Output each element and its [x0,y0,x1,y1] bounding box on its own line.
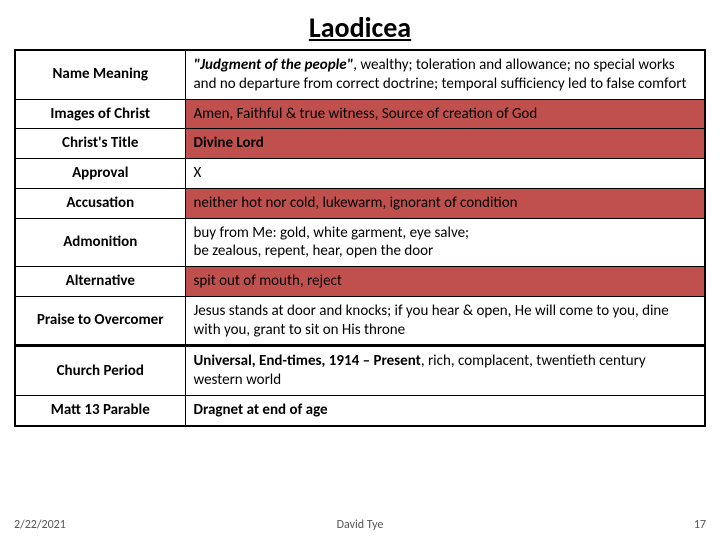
row-label: Name Meaning [15,50,185,99]
row-label: Admonition [15,218,185,267]
row-label: Accusation [15,188,185,218]
content-table: Name Meaning"Judgment of the people", we… [14,49,706,427]
row-value: spit out of mouth, reject [185,267,705,297]
row-value: buy from Me: gold, white garment, eye sa… [185,218,705,267]
row-value: Amen, Faithful & true witness, Source of… [185,99,705,129]
row-value: "Judgment of the people", wealthy; toler… [185,50,705,99]
row-value: Dragnet at end of age [185,395,705,425]
row-label: Praise to Overcomer [15,296,185,346]
row-label: Matt 13 Parable [15,395,185,425]
slide-title: Laodicea [14,10,706,45]
row-value: Divine Lord [185,129,705,159]
row-value: X [185,159,705,189]
footer-author: David Tye [14,518,706,532]
row-label: Alternative [15,267,185,297]
row-value: neither hot nor cold, lukewarm, ignorant… [185,188,705,218]
row-label: Church Period [15,346,185,396]
row-label: Christ's Title [15,129,185,159]
row-value: Jesus stands at door and knocks; if you … [185,296,705,346]
row-value: Universal, End-times, 1914 – Present, ri… [185,346,705,396]
row-label: Images of Christ [15,99,185,129]
footer: 2/22/2021 David Tye 17 [14,518,706,532]
row-label: Approval [15,159,185,189]
